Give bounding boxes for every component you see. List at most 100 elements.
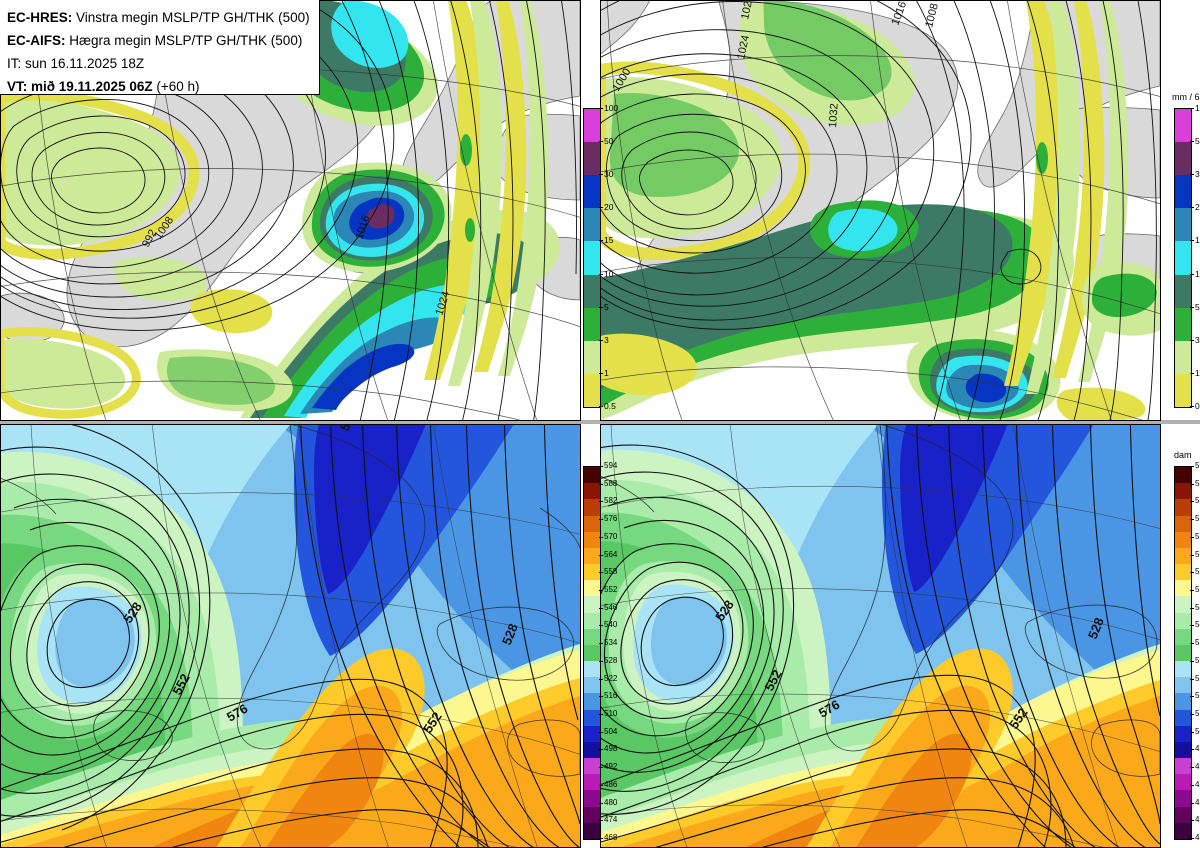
- colorbar-tick-label: 510: [604, 709, 618, 718]
- colorbar-segment: [1175, 790, 1191, 807]
- colorbar-tick-label: 492: [1195, 762, 1200, 772]
- colorbar-segment: [584, 725, 600, 742]
- colorbar-tick-line: [1190, 802, 1194, 804]
- colorbar-tick-label: 100: [604, 103, 619, 113]
- colorbar-segment: [584, 241, 600, 275]
- colorbar-tick-label: 504: [604, 726, 618, 736]
- legend-vt-text: (+60 h): [152, 79, 200, 94]
- colorbar-segment: [1175, 774, 1191, 791]
- colorbar-tick-label: 576: [1195, 514, 1200, 524]
- colorbar-tick-label: 30: [604, 169, 614, 180]
- colorbar-segment: [1175, 564, 1191, 581]
- colorbar-tick-line: [1190, 108, 1194, 109]
- colorbar-tick-line: [599, 643, 603, 645]
- colorbar-tick-label: 594: [604, 461, 618, 470]
- colorbar-segment: [1175, 709, 1191, 726]
- colorbar-tick-line: [1190, 714, 1194, 715]
- colorbar-tick-line: [599, 141, 603, 143]
- colorbar-segment: [1175, 725, 1191, 742]
- colorbar-tick-line: [599, 749, 603, 751]
- legend-hres-text: Vinstra megin MSLP/TP GH/THK (500): [72, 10, 310, 25]
- colorbar-segment: [584, 790, 600, 807]
- colorbar-tick-label: 522: [1195, 673, 1200, 683]
- colorbar-segment: [1175, 515, 1191, 532]
- colorbar-tick-label: 552: [604, 585, 618, 594]
- colorbar-tick-label: 498: [604, 744, 618, 754]
- colorbar-tick-line: [599, 678, 603, 680]
- colorbar-segment: [584, 741, 600, 759]
- colorbar-segment: [584, 467, 600, 484]
- colorbar-tick-line: [599, 625, 603, 627]
- colorbar-tick-line: [599, 554, 603, 556]
- colorbar-segment: [584, 612, 600, 629]
- colorbar-tick-line: [599, 306, 603, 308]
- colorbar-segment: [1175, 677, 1191, 694]
- colorbar-tick-label: 522: [604, 673, 618, 683]
- colorbar-tick-label: 468: [1195, 833, 1200, 842]
- colorbar-segment: [584, 531, 600, 548]
- colorbar-tick-label: 546: [604, 602, 618, 612]
- colorbar-tick-line: [1190, 678, 1194, 680]
- colorbar-tick-label: 50: [604, 136, 614, 147]
- colorbar-tick-line: [1190, 339, 1194, 341]
- panel-bottom-right-gh-thk-aifs[interactable]: 528 552 576 528 528 552: [600, 424, 1160, 848]
- colorbar-strip: [1174, 466, 1192, 840]
- colorbar-tick-label: 0.5: [1195, 401, 1200, 411]
- colorbar-segment: [584, 142, 600, 176]
- colorbar-segment: [1175, 547, 1191, 565]
- colorbar-segment: [1175, 241, 1191, 275]
- colorbar-tick-label: 480: [604, 797, 618, 807]
- contour-label-1024: 1024: [735, 34, 752, 60]
- colorbar-tick-label: 528: [1195, 655, 1200, 665]
- colorbar-segment: [584, 373, 600, 407]
- colorbar-segment: [1175, 741, 1191, 759]
- colorbar-tick-line: [599, 273, 603, 275]
- colorbar-segment: [584, 580, 600, 597]
- colorbar-tick-label: 570: [1195, 531, 1200, 541]
- colorbar-tick-label: 504: [1195, 726, 1200, 736]
- colorbar-segment: [1175, 693, 1191, 710]
- colorbar-segment: [584, 661, 600, 678]
- colorbar-tick-line: [599, 731, 603, 733]
- colorbar-tick-line: [599, 607, 603, 609]
- colorbar-tick-line: [1190, 590, 1194, 591]
- colorbar-segment: [1175, 483, 1191, 500]
- colorbar-tick-label: 564: [1195, 549, 1200, 559]
- colorbar-segment: [1175, 822, 1191, 839]
- colorbar-tick-line: [599, 466, 603, 467]
- colorbar-tick-line: [1190, 554, 1194, 556]
- legend-hres-label: EC-HRES:: [7, 10, 73, 25]
- colorbar-tick-line: [599, 207, 603, 209]
- colorbar-tick-label: 588: [1195, 478, 1200, 488]
- colorbar-tick-line: [1190, 306, 1194, 308]
- colorbar-tick-label: 534: [1195, 638, 1200, 648]
- colorbar-segment: [1175, 661, 1191, 678]
- colorbar-tick-label: 528: [604, 655, 618, 665]
- colorbar-thickness-left: 468 474 480 486 492 498 504 510 516 522 528 534 540 5…: [583, 461, 617, 842]
- colorbar-tick-label: 50: [1195, 136, 1200, 147]
- colorbar-tick-label: 564: [604, 549, 618, 559]
- colorbar-tick-line: [1190, 466, 1194, 467]
- colorbar-tick-line: [599, 590, 603, 591]
- panel-top-right-mslp-tp-aifs[interactable]: 1000 1008 1016 1024 1024 1032: [600, 0, 1160, 420]
- colorbar-tick-line: [1190, 607, 1194, 609]
- colorbar-tick-line: [1190, 207, 1194, 209]
- colorbar-tick-line: [1190, 749, 1194, 751]
- colorbar-segment: [1175, 612, 1191, 629]
- panel-bottom-left-gh-thk-hres[interactable]: 528 552 576 528 528 552: [0, 424, 580, 848]
- thk-label-528-br2: 528: [919, 424, 942, 429]
- legend-info-box: EC-HRES: Vinstra megin MSLP/TP GH/THK (5…: [0, 0, 320, 95]
- colorbar-tick-label: 5: [604, 301, 609, 312]
- colorbar-tick-line: [599, 784, 603, 786]
- colorbar-tick-line: [1190, 660, 1194, 662]
- colorbar-precip-unit: mm / 6h: [1172, 92, 1200, 102]
- colorbar-segment: [584, 774, 600, 791]
- colorbar-tick-label: 480: [1195, 797, 1200, 807]
- colorbar-tick-line: [599, 406, 603, 407]
- colorbar-segment: [584, 644, 600, 662]
- colorbar-tick-label: 1: [1195, 367, 1200, 378]
- colorbar-tick-label: 486: [1195, 779, 1200, 789]
- legend-row-init-time: IT: sun 16.11.2025 18Z: [7, 56, 145, 71]
- colorbar-tick-line: [599, 820, 603, 822]
